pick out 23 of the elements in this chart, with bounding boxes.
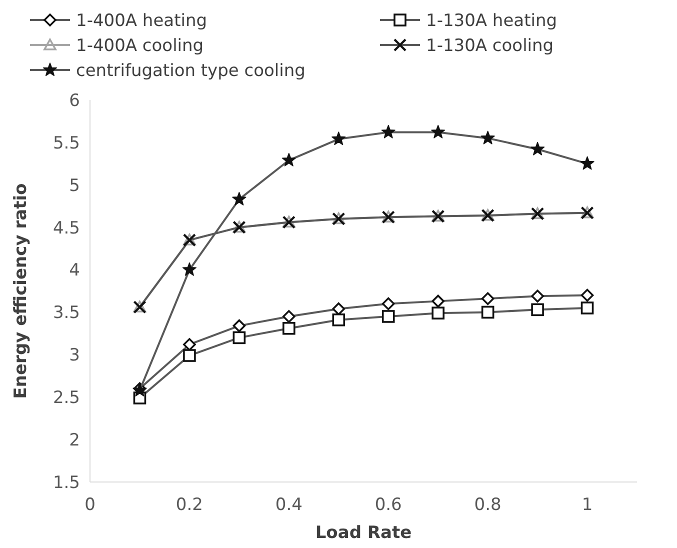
y-tick-label: 6 — [69, 90, 80, 111]
y-tick-label: 2.5 — [52, 388, 80, 408]
legend-label: 1-400A cooling — [76, 36, 204, 56]
legend-label: 1-130A heating — [426, 10, 558, 31]
y-tick-label: 4 — [69, 260, 80, 281]
x-tick-label: 0 — [84, 495, 96, 515]
legend-label: 1-130A cooling — [426, 36, 554, 56]
x-tick-label: 0.8 — [474, 495, 502, 515]
y-tick-label: 5 — [69, 176, 80, 196]
x-tick-label: 1 — [582, 495, 593, 515]
y-tick-label: 2 — [69, 430, 80, 451]
x-tick-label: 0.2 — [176, 495, 203, 515]
y-tick-label: 1.5 — [52, 472, 80, 493]
y-tick-label: 3 — [69, 346, 80, 366]
y-tick-label: 5.5 — [52, 133, 80, 154]
x-tick-label: 0.6 — [374, 495, 402, 515]
y-tick-label: 4.5 — [52, 218, 80, 238]
legend-label: 1-400A heating — [76, 10, 208, 31]
y-axis-title: Energy efficiency ratio — [11, 183, 31, 399]
legend-label: centrifugation type cooling — [76, 60, 306, 81]
x-axis-title: Load Rate — [315, 523, 412, 543]
y-tick-label: 3.5 — [52, 303, 80, 324]
x-tick-label: 0.4 — [275, 495, 302, 515]
